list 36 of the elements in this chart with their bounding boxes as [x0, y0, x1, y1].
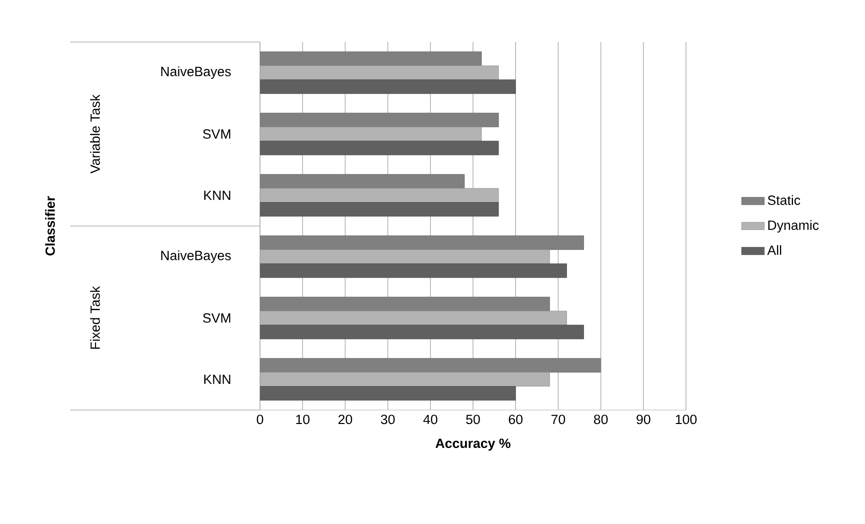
bar	[260, 263, 567, 278]
y-tick-label: KNN	[204, 190, 230, 200]
text: Fixed Task	[90, 286, 100, 349]
legend-label: Static	[768, 195, 800, 205]
bar	[260, 386, 516, 401]
x-tick-label: 0	[256, 414, 264, 424]
x-tick-label: 100	[676, 414, 697, 424]
bar	[260, 358, 601, 373]
x-axis-title: Accuracy %	[436, 438, 510, 451]
x-tick-label: 20	[338, 414, 352, 424]
x-tick-label: 70	[551, 414, 566, 424]
y-tick-label: NaiveBayes	[161, 250, 231, 263]
x-tick-label: 40	[423, 414, 438, 424]
bar	[260, 112, 499, 128]
x-tick-label: 90	[636, 414, 650, 424]
text: Classifier	[45, 196, 55, 256]
x-tick-label: 80	[594, 414, 608, 424]
y-tick-label: SVM	[203, 129, 230, 139]
bar	[260, 79, 516, 94]
legend-label: All	[767, 245, 782, 255]
bar	[260, 51, 482, 66]
x-tick-label: 10	[296, 414, 310, 424]
bar	[260, 235, 584, 250]
bar	[260, 324, 584, 340]
x-tick-label: 60	[508, 414, 522, 424]
text: Variable Task	[90, 94, 100, 174]
bar	[260, 174, 465, 189]
bar	[260, 202, 499, 217]
y-tick-label: SVM	[203, 313, 230, 323]
legend-label: Dynamic	[768, 220, 819, 233]
y-tick-label: NaiveBayes	[161, 66, 231, 79]
x-tick-label: 30	[380, 414, 395, 424]
x-tick-label: 50	[466, 414, 480, 424]
bar	[260, 296, 550, 312]
bar	[260, 140, 499, 156]
y-tick-label: KNN	[204, 374, 230, 384]
